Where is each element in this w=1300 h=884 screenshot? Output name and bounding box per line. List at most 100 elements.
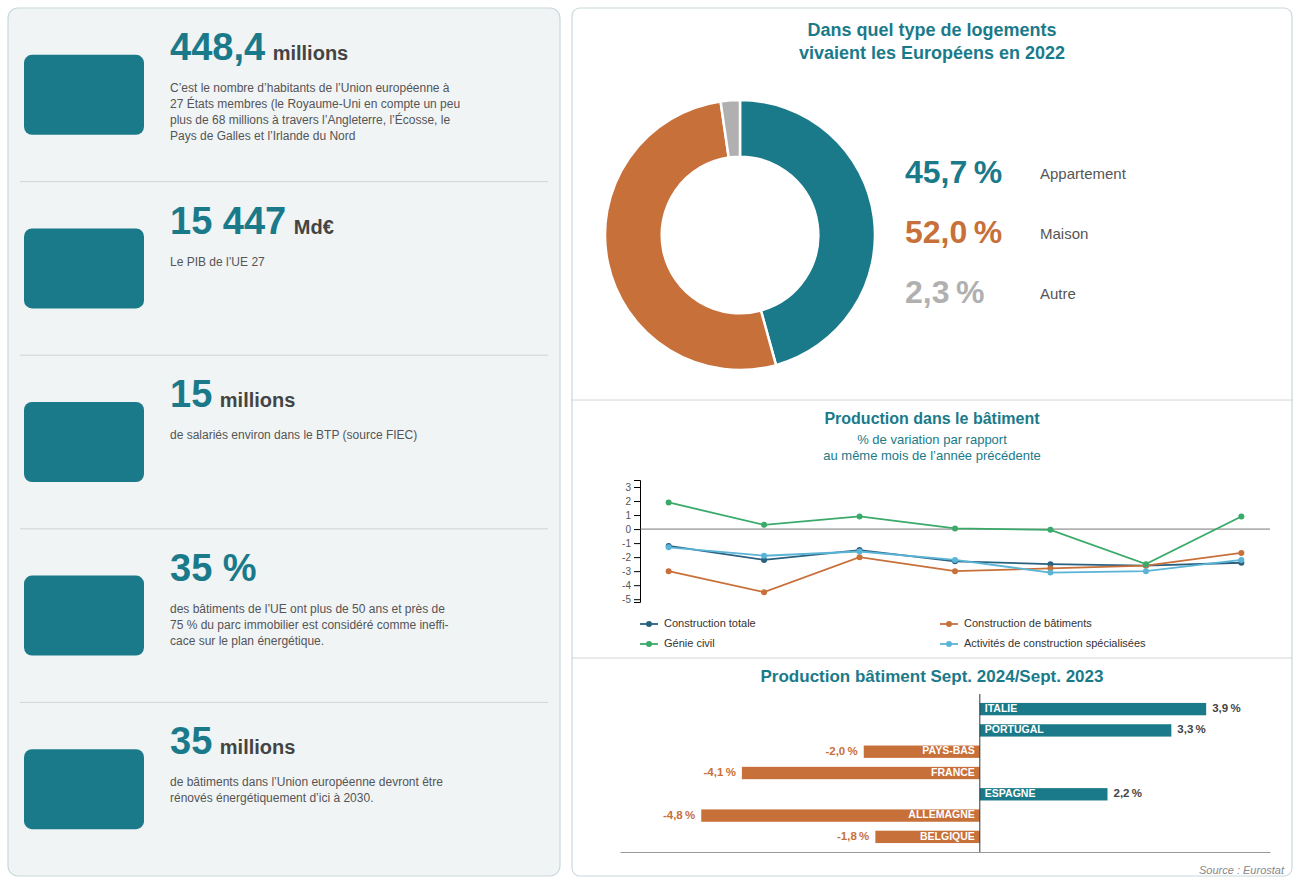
chart-subtitle-line: % de variation par rapport — [857, 432, 1007, 447]
category-label: FRANCE — [931, 766, 975, 778]
section-divider — [572, 400, 1292, 401]
category-label: PORTUGAL — [985, 723, 1045, 735]
icon — [24, 402, 144, 482]
point — [952, 557, 958, 563]
point — [1047, 570, 1053, 576]
point — [666, 568, 672, 574]
stat-description-line: 27 États membres (le Royaume-Uni en comp… — [170, 96, 460, 111]
point — [952, 525, 958, 531]
data-label: 45,7 % — [905, 154, 1002, 190]
row-divider — [20, 702, 548, 703]
row-divider — [20, 528, 548, 529]
category-label: PAYS-BAS — [922, 744, 975, 756]
tick-mark — [634, 515, 640, 516]
point — [1238, 557, 1244, 563]
stat-description: Le PIB de l’UE 27 — [170, 255, 265, 269]
plot-marks — [666, 499, 1245, 595]
data-label: 52,0 % — [905, 214, 1002, 250]
stat-description: des bâtiments de l’UE ont plus de 50 ans… — [170, 602, 449, 648]
zero-line — [979, 694, 980, 852]
tick-label: -4 — [622, 580, 631, 591]
point — [857, 554, 863, 560]
stats: 448,4 millions C’est le nombre d’habitant… — [20, 26, 548, 829]
data-label: 3,9 % — [1212, 702, 1241, 714]
donut-chart: Dans quel type de logementsvivaient les … — [605, 20, 1127, 370]
legend-label: Génie civil — [664, 637, 715, 649]
y-axis: -5 -4 -3 -2 -1 0 1 2 3 — [622, 481, 640, 605]
stat-description-line: Le PIB de l’UE 27 — [170, 255, 265, 269]
slices — [605, 100, 875, 370]
right-panel — [572, 8, 1292, 876]
category-label: Appartement — [1040, 165, 1127, 182]
stat-value: 448,4 — [170, 26, 265, 68]
stat-description-line: plus de 68 millions à travers l’Angleter… — [170, 112, 450, 127]
stat-description-line: de salariés environ dans le BTP (source … — [170, 428, 417, 442]
data-label: -4,1 % — [704, 766, 736, 778]
tick-mark — [634, 571, 640, 572]
data-label: -4,8 % — [663, 809, 695, 821]
slice — [721, 100, 740, 158]
tick-label: -5 — [622, 594, 631, 605]
stat-description-line: cace sur le plan énergétique. — [170, 634, 324, 648]
row-divider — [20, 181, 548, 182]
series-line — [669, 547, 1242, 572]
legend-item: Génie civil — [640, 637, 715, 649]
point — [761, 589, 767, 595]
tick-label: -3 — [622, 566, 631, 577]
left-panel — [8, 8, 560, 876]
icon — [24, 576, 144, 656]
point — [857, 513, 863, 519]
tick: -1 — [622, 538, 640, 549]
tick-mark — [634, 501, 640, 502]
category-label: Maison — [1040, 225, 1088, 242]
stat-value: 15 — [170, 373, 212, 415]
tick: 2 — [625, 496, 640, 507]
legend-item: Construction de bâtiments — [940, 617, 1092, 629]
icon — [24, 55, 144, 135]
tick-mark — [634, 585, 640, 586]
category-label: Autre — [1040, 285, 1076, 302]
tick: 1 — [625, 510, 640, 521]
stat-unit: millions — [214, 736, 295, 758]
chart-title: Production bâtiment Sept. 2024/Sept. 202… — [761, 667, 1104, 686]
tick-label: 2 — [625, 496, 631, 507]
legend-label: Activités de construction spécialisées — [964, 637, 1146, 649]
stat-description-line: Pays de Galles et l’Irlande du Nord — [170, 129, 355, 143]
point — [1143, 561, 1149, 567]
stat-value: 35 — [170, 720, 212, 762]
point — [1143, 568, 1149, 574]
legend-marker — [646, 621, 652, 627]
chart-title: Production dans le bâtiment — [824, 410, 1040, 427]
chart-title: Dans quel type de logementsvivaient les … — [799, 20, 1065, 63]
legend-label: Construction de bâtiments — [964, 617, 1092, 629]
point — [1238, 550, 1244, 556]
point — [1238, 513, 1244, 519]
legend-marker — [946, 621, 952, 627]
tick-mark — [634, 487, 640, 488]
tick: -3 — [622, 566, 640, 577]
tick-label: -2 — [622, 552, 631, 563]
stat-description-line: 75 % du parc immobilier est considéré co… — [170, 618, 449, 632]
bar-chart: Production bâtiment Sept. 2024/Sept. 202… — [621, 667, 1285, 876]
tick-mark — [634, 529, 640, 530]
point — [952, 568, 958, 574]
stat-unit: millions — [267, 42, 348, 64]
chart-title-line: Dans quel type de logements — [807, 20, 1056, 40]
stat-description: de bâtiments dans l’Union européenne dev… — [170, 775, 443, 805]
category-label: ESPAGNE — [985, 787, 1036, 799]
tick-label: 0 — [625, 524, 631, 535]
stat-description-line: C’est le nombre d’habitants de l’Union e… — [170, 81, 450, 95]
point — [666, 544, 672, 550]
legend: Construction totale Construction de bâtim… — [640, 617, 1146, 649]
row-divider — [20, 355, 548, 356]
stat-unit: millions — [214, 389, 295, 411]
legend-marker — [646, 641, 652, 647]
infographic: 448,4 millions C’est le nombre d’habitant… — [0, 0, 1300, 884]
slice — [605, 101, 776, 370]
stat-value: 35 % — [170, 547, 257, 589]
legend-item: Construction totale — [640, 617, 756, 629]
category-label: BELGIQUE — [920, 830, 975, 842]
line-chart: Production dans le bâtiment % de variatio… — [622, 410, 1270, 649]
tick-label: 3 — [625, 482, 631, 493]
point — [666, 499, 672, 505]
